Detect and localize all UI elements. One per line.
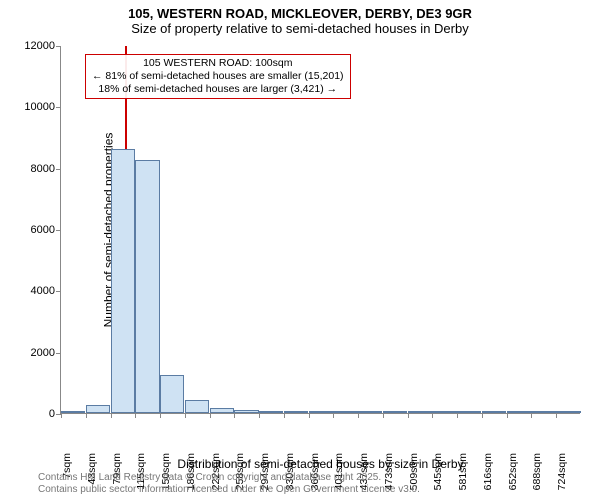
x-tick-mark xyxy=(358,413,359,418)
y-tick-label: 4000 xyxy=(9,285,55,297)
x-tick-mark xyxy=(309,413,310,418)
histogram-bar xyxy=(259,411,283,413)
x-tick-label: 545sqm xyxy=(432,453,444,495)
histogram-bar xyxy=(284,411,308,413)
x-tick-mark xyxy=(507,413,508,418)
histogram-bar xyxy=(61,411,85,413)
y-tick-label: 2000 xyxy=(9,347,55,359)
title-line1: 105, WESTERN ROAD, MICKLEOVER, DERBY, DE… xyxy=(0,6,600,21)
footer-line2: Contains public sector information licen… xyxy=(38,484,420,496)
histogram-bar xyxy=(432,411,456,413)
histogram-bar xyxy=(358,411,382,413)
x-tick-mark xyxy=(556,413,557,418)
x-tick-mark xyxy=(259,413,260,418)
y-tick-label: 6000 xyxy=(9,224,55,236)
x-tick-label: 581sqm xyxy=(457,453,469,495)
histogram-bar xyxy=(86,405,110,413)
x-tick-mark xyxy=(482,413,483,418)
y-tick-mark xyxy=(56,107,61,108)
chart-plot-area: Number of semi-detached properties Distr… xyxy=(60,46,580,414)
x-tick-mark xyxy=(383,413,384,418)
histogram-bar xyxy=(210,408,234,413)
annotation-box: 105 WESTERN ROAD: 100sqm ← 81% of semi-d… xyxy=(85,54,351,99)
y-tick-label: 0 xyxy=(9,408,55,420)
histogram-bar xyxy=(383,411,407,413)
x-tick-label: 688sqm xyxy=(531,453,543,495)
y-tick-mark xyxy=(56,230,61,231)
x-tick-mark xyxy=(61,413,62,418)
y-tick-mark xyxy=(56,169,61,170)
histogram-bar xyxy=(234,410,258,413)
x-tick-mark xyxy=(408,413,409,418)
annotation-line3: 18% of semi-detached houses are larger (… xyxy=(92,83,344,96)
x-tick-mark xyxy=(284,413,285,418)
y-tick-label: 12000 xyxy=(9,40,55,52)
x-tick-mark xyxy=(185,413,186,418)
histogram-bar xyxy=(333,411,357,413)
histogram-bar xyxy=(482,411,506,413)
histogram-bar xyxy=(556,411,580,413)
histogram-bar xyxy=(531,411,555,413)
histogram-bar xyxy=(408,411,432,413)
x-tick-mark xyxy=(160,413,161,418)
title-line2: Size of property relative to semi-detach… xyxy=(0,21,600,36)
histogram-bar xyxy=(309,411,333,413)
x-tick-mark xyxy=(432,413,433,418)
histogram-bar xyxy=(111,149,135,413)
x-tick-mark xyxy=(333,413,334,418)
histogram-bar xyxy=(160,375,184,413)
histogram-bar xyxy=(135,160,159,413)
annotation-line2: ← 81% of semi-detached houses are smalle… xyxy=(92,70,344,83)
y-tick-mark xyxy=(56,353,61,354)
x-tick-mark xyxy=(531,413,532,418)
x-tick-mark xyxy=(234,413,235,418)
y-tick-mark xyxy=(56,291,61,292)
x-tick-label: 616sqm xyxy=(482,453,494,495)
x-tick-mark xyxy=(111,413,112,418)
histogram-bar xyxy=(457,411,481,413)
x-tick-mark xyxy=(135,413,136,418)
annotation-line1: 105 WESTERN ROAD: 100sqm xyxy=(92,57,344,70)
footer-attribution: Contains HM Land Registry data © Crown c… xyxy=(38,472,420,496)
y-tick-mark xyxy=(56,46,61,47)
footer-line1: Contains HM Land Registry data © Crown c… xyxy=(38,472,420,484)
histogram-bar xyxy=(185,400,209,413)
chart-title-block: 105, WESTERN ROAD, MICKLEOVER, DERBY, DE… xyxy=(0,0,600,36)
y-tick-label: 10000 xyxy=(9,101,55,113)
x-tick-mark xyxy=(210,413,211,418)
x-tick-label: 724sqm xyxy=(556,453,568,495)
x-tick-mark xyxy=(457,413,458,418)
x-tick-mark xyxy=(86,413,87,418)
x-tick-label: 652sqm xyxy=(507,453,519,495)
histogram-bar xyxy=(507,411,531,413)
y-tick-label: 8000 xyxy=(9,163,55,175)
